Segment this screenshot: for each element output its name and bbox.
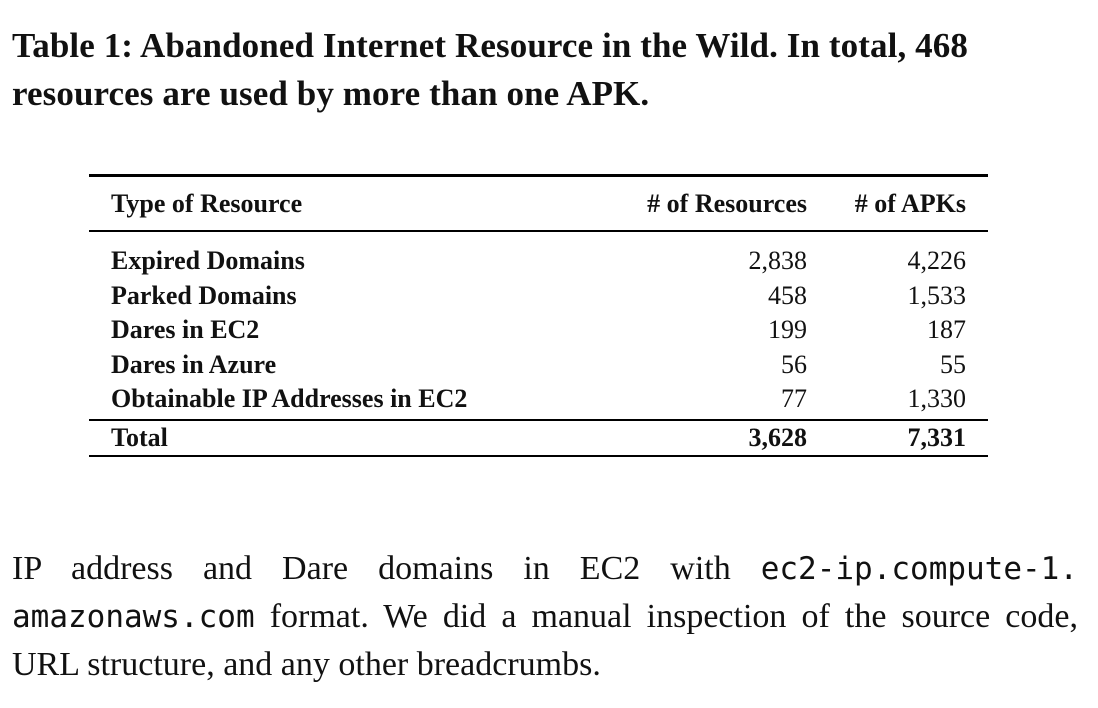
table-row: Dares in EC2 199 187 [89,313,988,348]
total-resources: 3,628 [748,422,808,452]
table-row: Obtainable IP Addresses in EC2 77 1,330 [89,382,988,420]
row-label: Dares in EC2 [111,315,260,345]
row-resources: 2,838 [748,246,808,276]
row-label: Dares in Azure [111,349,277,379]
code-hostname-part1: ec2-ip.compute-1. [760,551,1078,587]
table-row: Dares in Azure 56 55 [89,348,988,383]
header-row: Type of Resource # of Resources # of APK… [89,175,988,231]
table-row: Expired Domains 2,838 4,226 [89,231,988,279]
table-footer: Total 3,628 7,331 [89,419,988,456]
total-apks: 7,331 [907,422,967,452]
body-text-before: IP address and Dare domains in EC2 with [12,550,761,587]
row-resources: 199 [768,315,807,345]
code-hostname-part2: amazonaws.com [12,599,255,635]
row-label: Obtainable IP Addresses in EC2 [111,384,468,414]
resource-table-container: Type of Resource # of Resources # of APK… [89,174,988,457]
body-text-after: format. We did a manual inspection of th… [12,598,1078,683]
row-resources: 77 [781,384,807,414]
abandoned-resources-table: Type of Resource # of Resources # of APK… [89,174,988,457]
table-row: Parked Domains 458 1,533 [89,279,988,314]
table-header: Type of Resource # of Resources # of APK… [89,175,988,231]
row-label: Parked Domains [111,280,297,310]
row-apks: 187 [927,315,966,345]
table-caption: Table 1: Abandoned Internet Resource in … [12,26,968,113]
body-paragraph: IP address and Dare domains in EC2 with … [12,545,1078,689]
row-apks: 55 [940,349,966,379]
row-resources: 458 [768,280,807,310]
header-type-of-resource: Type of Resource [111,188,303,218]
row-label: Expired Domains [111,246,305,276]
row-resources: 56 [781,349,807,379]
total-row: Total 3,628 7,331 [89,419,988,456]
table-body: Expired Domains 2,838 4,226 Parked Domai… [89,231,988,420]
total-label: Total [111,422,168,452]
row-apks: 1,533 [907,280,967,310]
row-apks: 1,330 [907,384,967,414]
header-num-apks: # of APKs [854,188,966,218]
row-apks: 4,226 [907,246,967,276]
header-num-resources: # of Resources [647,188,807,218]
